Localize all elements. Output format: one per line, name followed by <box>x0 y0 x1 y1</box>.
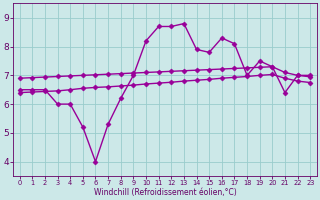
X-axis label: Windchill (Refroidissement éolien,°C): Windchill (Refroidissement éolien,°C) <box>93 188 236 197</box>
